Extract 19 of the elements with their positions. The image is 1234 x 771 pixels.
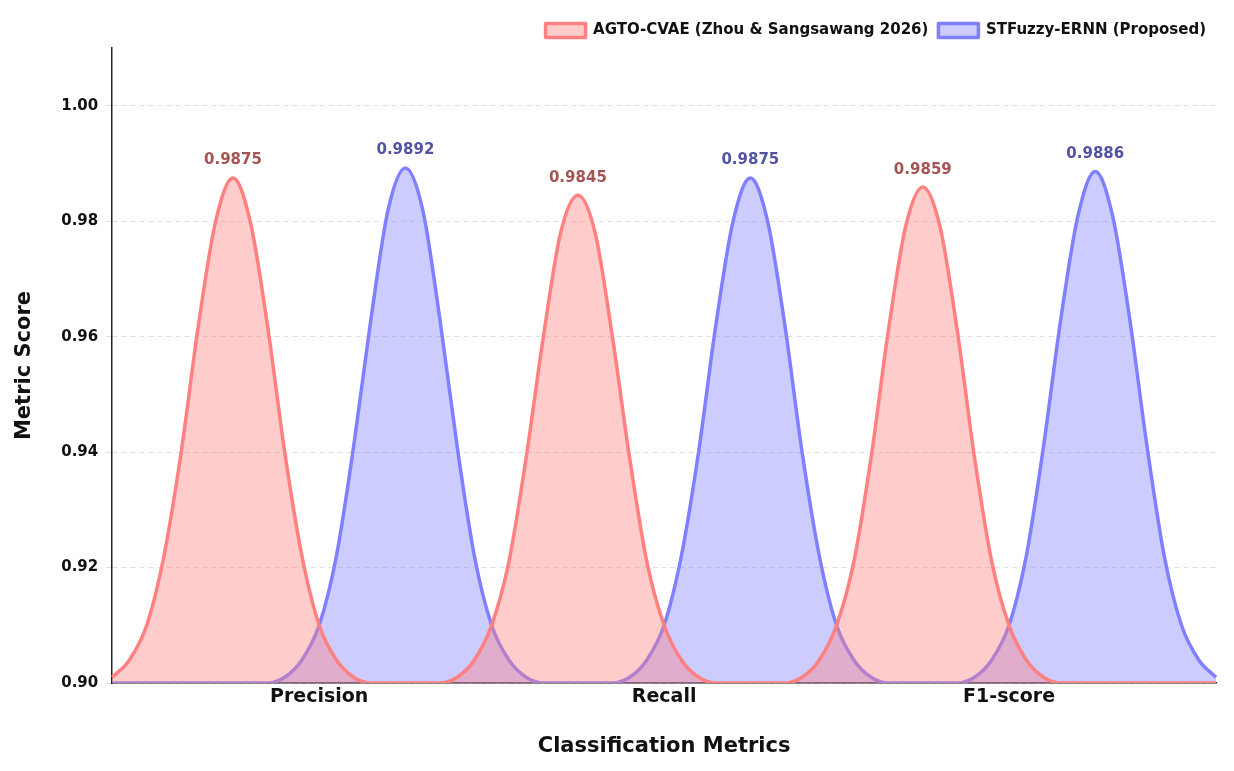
y-axis-title: Metric Score: [11, 290, 36, 441]
data-label: 0.9859: [893, 159, 952, 178]
legend-label: AGTO-CVAE (Zhou & Sangsawang 2026): [593, 20, 929, 39]
y-tick-label: 0.94: [61, 441, 99, 460]
data-label: 0.9875: [721, 150, 780, 169]
y-tick-label: 0.96: [61, 326, 99, 345]
data-label: 0.9845: [548, 167, 607, 186]
data-label: 0.9875: [203, 150, 262, 169]
x-tick-label: Precision: [269, 684, 369, 707]
y-tick-label: 0.92: [61, 557, 99, 576]
legend-label: STFuzzy-ERNN (Proposed): [985, 20, 1206, 39]
x-axis-title: Classification Metrics: [537, 732, 791, 757]
data-label: 0.9886: [1066, 143, 1125, 162]
y-tick-label: 0.98: [61, 211, 99, 230]
y-tick-label: 1.00: [61, 95, 99, 114]
y-tick-label: 0.90: [61, 672, 99, 691]
x-tick-label: Recall: [631, 684, 697, 707]
data-label: 0.9892: [376, 140, 435, 159]
x-tick-label: F1-score: [963, 684, 1056, 707]
